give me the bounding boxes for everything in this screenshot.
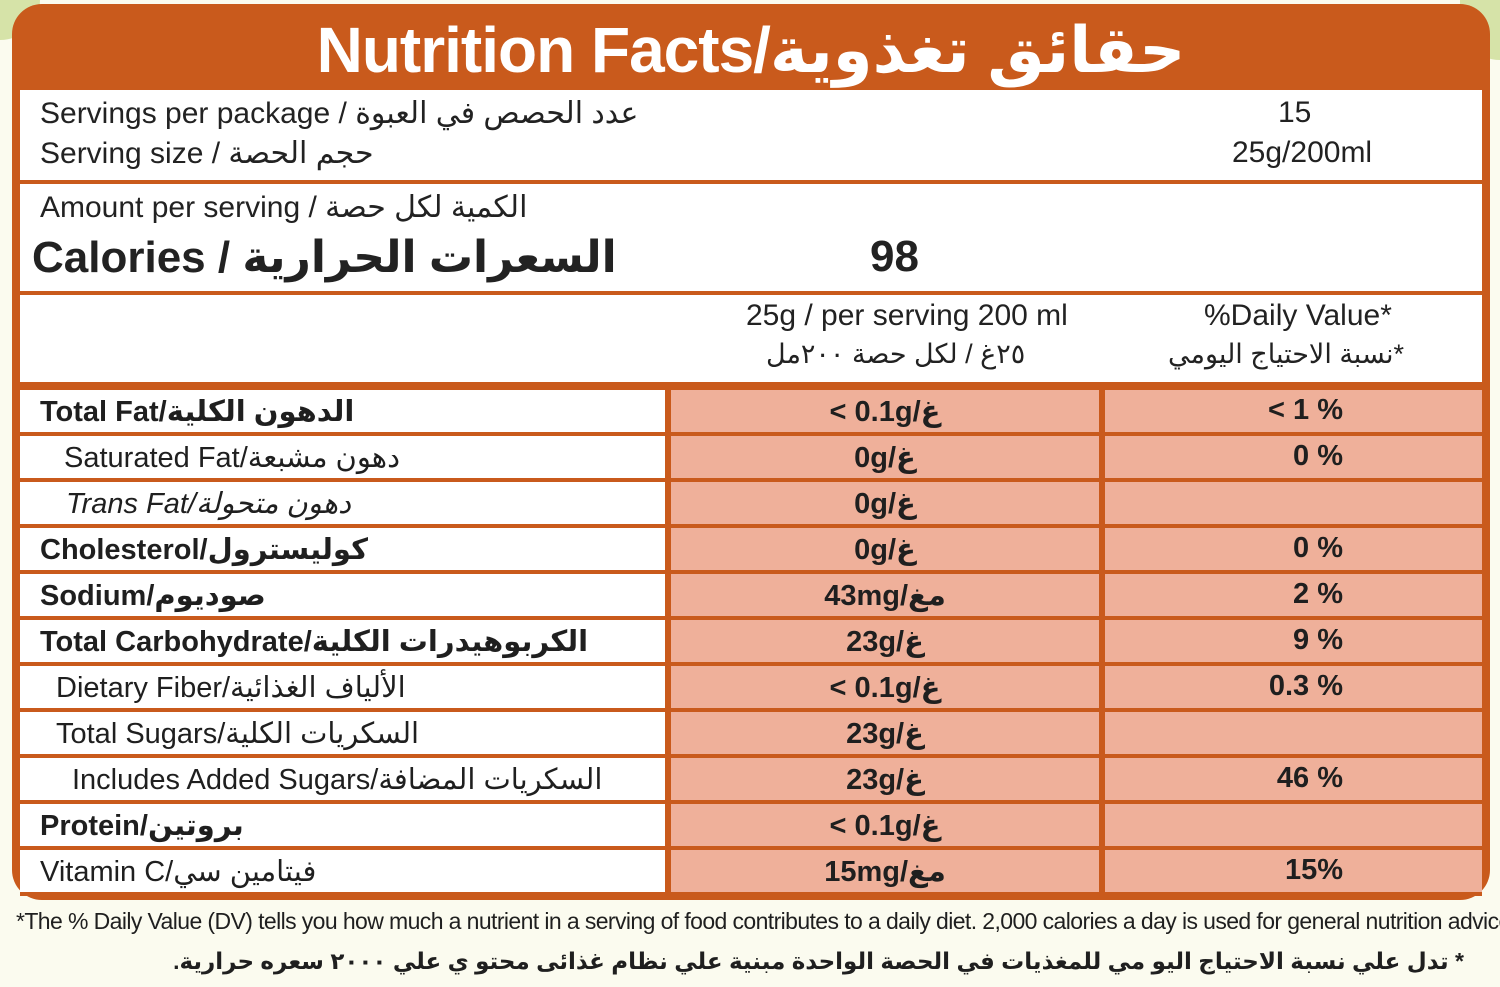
nutrient-daily-value: 0.3 % bbox=[1268, 670, 1343, 702]
nutrient-name: Vitamin C/فيتامين سي bbox=[40, 856, 317, 888]
nutrient-daily-value: 15% bbox=[1284, 854, 1343, 886]
nutrient-daily-value: 0 % bbox=[1293, 532, 1343, 564]
daily-value-header-en: %Daily Value* bbox=[1204, 299, 1392, 332]
nutrient-amount: 43mg/مغ bbox=[824, 580, 946, 612]
calories-label: Calories / السعرات الحرارية bbox=[32, 233, 617, 282]
nutrient-name: Dietary Fiber/الألياف الغذائية bbox=[56, 672, 406, 704]
table-row: Saturated Fat/دهون مشبعة 0g/غ 0 % bbox=[20, 436, 1482, 478]
footnote-english: *The % Daily Value (DV) tells you how mu… bbox=[16, 908, 1500, 934]
nutrient-amount: 0g/غ bbox=[854, 488, 916, 520]
table-row: Cholesterol/كوليسترول 0g/غ 0 % bbox=[20, 528, 1482, 570]
daily-value-header-ar: *نسبة الاحتياج اليومي bbox=[1168, 339, 1405, 369]
nutrient-daily-value: < 1 % bbox=[1268, 394, 1343, 426]
table-row: Trans Fat/دهون متحولة 0g/غ bbox=[20, 482, 1482, 524]
nutrition-title: Nutrition Facts/حقائق تغذوية bbox=[316, 14, 1187, 86]
nutrient-amount: 15mg/مغ bbox=[824, 856, 946, 888]
nutrition-facts-panel: Nutrition Facts/حقائق تغذوية Servings pe… bbox=[12, 4, 1490, 900]
footnote-arabic: * تدل علي نسبة الاحتياج اليو مي للمغذيات… bbox=[173, 948, 1464, 974]
nutrient-name: Saturated Fat/دهون مشبعة bbox=[64, 442, 401, 474]
calories-value: 98 bbox=[870, 232, 919, 281]
nutrient-amount: 23g/غ bbox=[846, 626, 924, 658]
table-row: Protein/بروتين < 0.1g/غ bbox=[20, 804, 1482, 846]
nutrient-name: Trans Fat/دهون متحولة bbox=[66, 488, 351, 520]
table-row: Total Fat/الدهون الكلية < 0.1g/غ < 1 % bbox=[20, 390, 1482, 432]
nutrient-amount: 0g/غ bbox=[854, 534, 916, 566]
nutrient-daily-value: 46 % bbox=[1276, 762, 1343, 794]
nutrient-name: Cholesterol/كوليسترول bbox=[40, 534, 368, 566]
table-row: Dietary Fiber/الألياف الغذائية < 0.1g/غ … bbox=[20, 666, 1482, 708]
nutrient-amount: 23g/غ bbox=[846, 718, 924, 750]
amount-column-header-en: 25g / per serving 200 ml bbox=[746, 299, 1068, 332]
nutrient-amount: < 0.1g/غ bbox=[829, 810, 941, 842]
serving-size-value: 25g/200ml bbox=[1232, 136, 1373, 169]
table-row: Includes Added Sugars/السكريات المضافة 2… bbox=[20, 758, 1482, 800]
table-row: Sodium/صوديوم 43mg/مغ 2 % bbox=[20, 574, 1482, 616]
nutrient-amount: < 0.1g/غ bbox=[829, 672, 941, 704]
amount-per-serving-label: Amount per serving / الكمية لكل حصة bbox=[40, 191, 528, 224]
servings-section: Servings per package / عدد الحصص في العب… bbox=[20, 90, 1482, 180]
table-row: Total Carbohydrate/الكربوهيدرات الكلية 2… bbox=[20, 620, 1482, 662]
nutrient-name: Sodium/صوديوم bbox=[40, 580, 266, 612]
nutrient-name: Total Fat/الدهون الكلية bbox=[40, 396, 355, 428]
calories-section: Amount per serving / الكمية لكل حصة Calo… bbox=[20, 184, 1482, 291]
nutrient-name: Protein/بروتين bbox=[40, 810, 244, 842]
nutrient-daily-value: 2 % bbox=[1293, 578, 1343, 610]
nutrient-amount: 23g/غ bbox=[846, 764, 924, 796]
table-row: Vitamin C/فيتامين سي 15mg/مغ 15% bbox=[20, 850, 1482, 892]
nutrient-amount: 0g/غ bbox=[854, 442, 916, 474]
nutrient-name: Includes Added Sugars/السكريات المضافة bbox=[72, 764, 603, 796]
nutrient-name: Total Sugars/السكريات الكلية bbox=[56, 718, 420, 750]
nutrient-table: Total Fat/الدهون الكلية < 0.1g/غ < 1 % S… bbox=[20, 386, 1482, 896]
nutrient-amount: < 0.1g/غ bbox=[829, 396, 941, 428]
nutrient-daily-value: 0 % bbox=[1293, 440, 1343, 472]
serving-size-label: Serving size / حجم الحصة bbox=[40, 137, 374, 170]
nutrient-name: Total Carbohydrate/الكربوهيدرات الكلية bbox=[40, 626, 589, 658]
servings-per-package-label: Servings per package / عدد الحصص في العب… bbox=[40, 97, 639, 130]
column-header: 25g / per serving 200 ml ٢٥غ / لكل حصة ٢… bbox=[20, 295, 1482, 382]
amount-column-header-ar: ٢٥غ / لكل حصة ٢٠٠مل bbox=[766, 339, 1026, 369]
nutrient-daily-value: 9 % bbox=[1293, 624, 1343, 656]
servings-per-package-value: 15 bbox=[1278, 96, 1312, 129]
table-row: Total Sugars/السكريات الكلية 23g/غ bbox=[20, 712, 1482, 754]
